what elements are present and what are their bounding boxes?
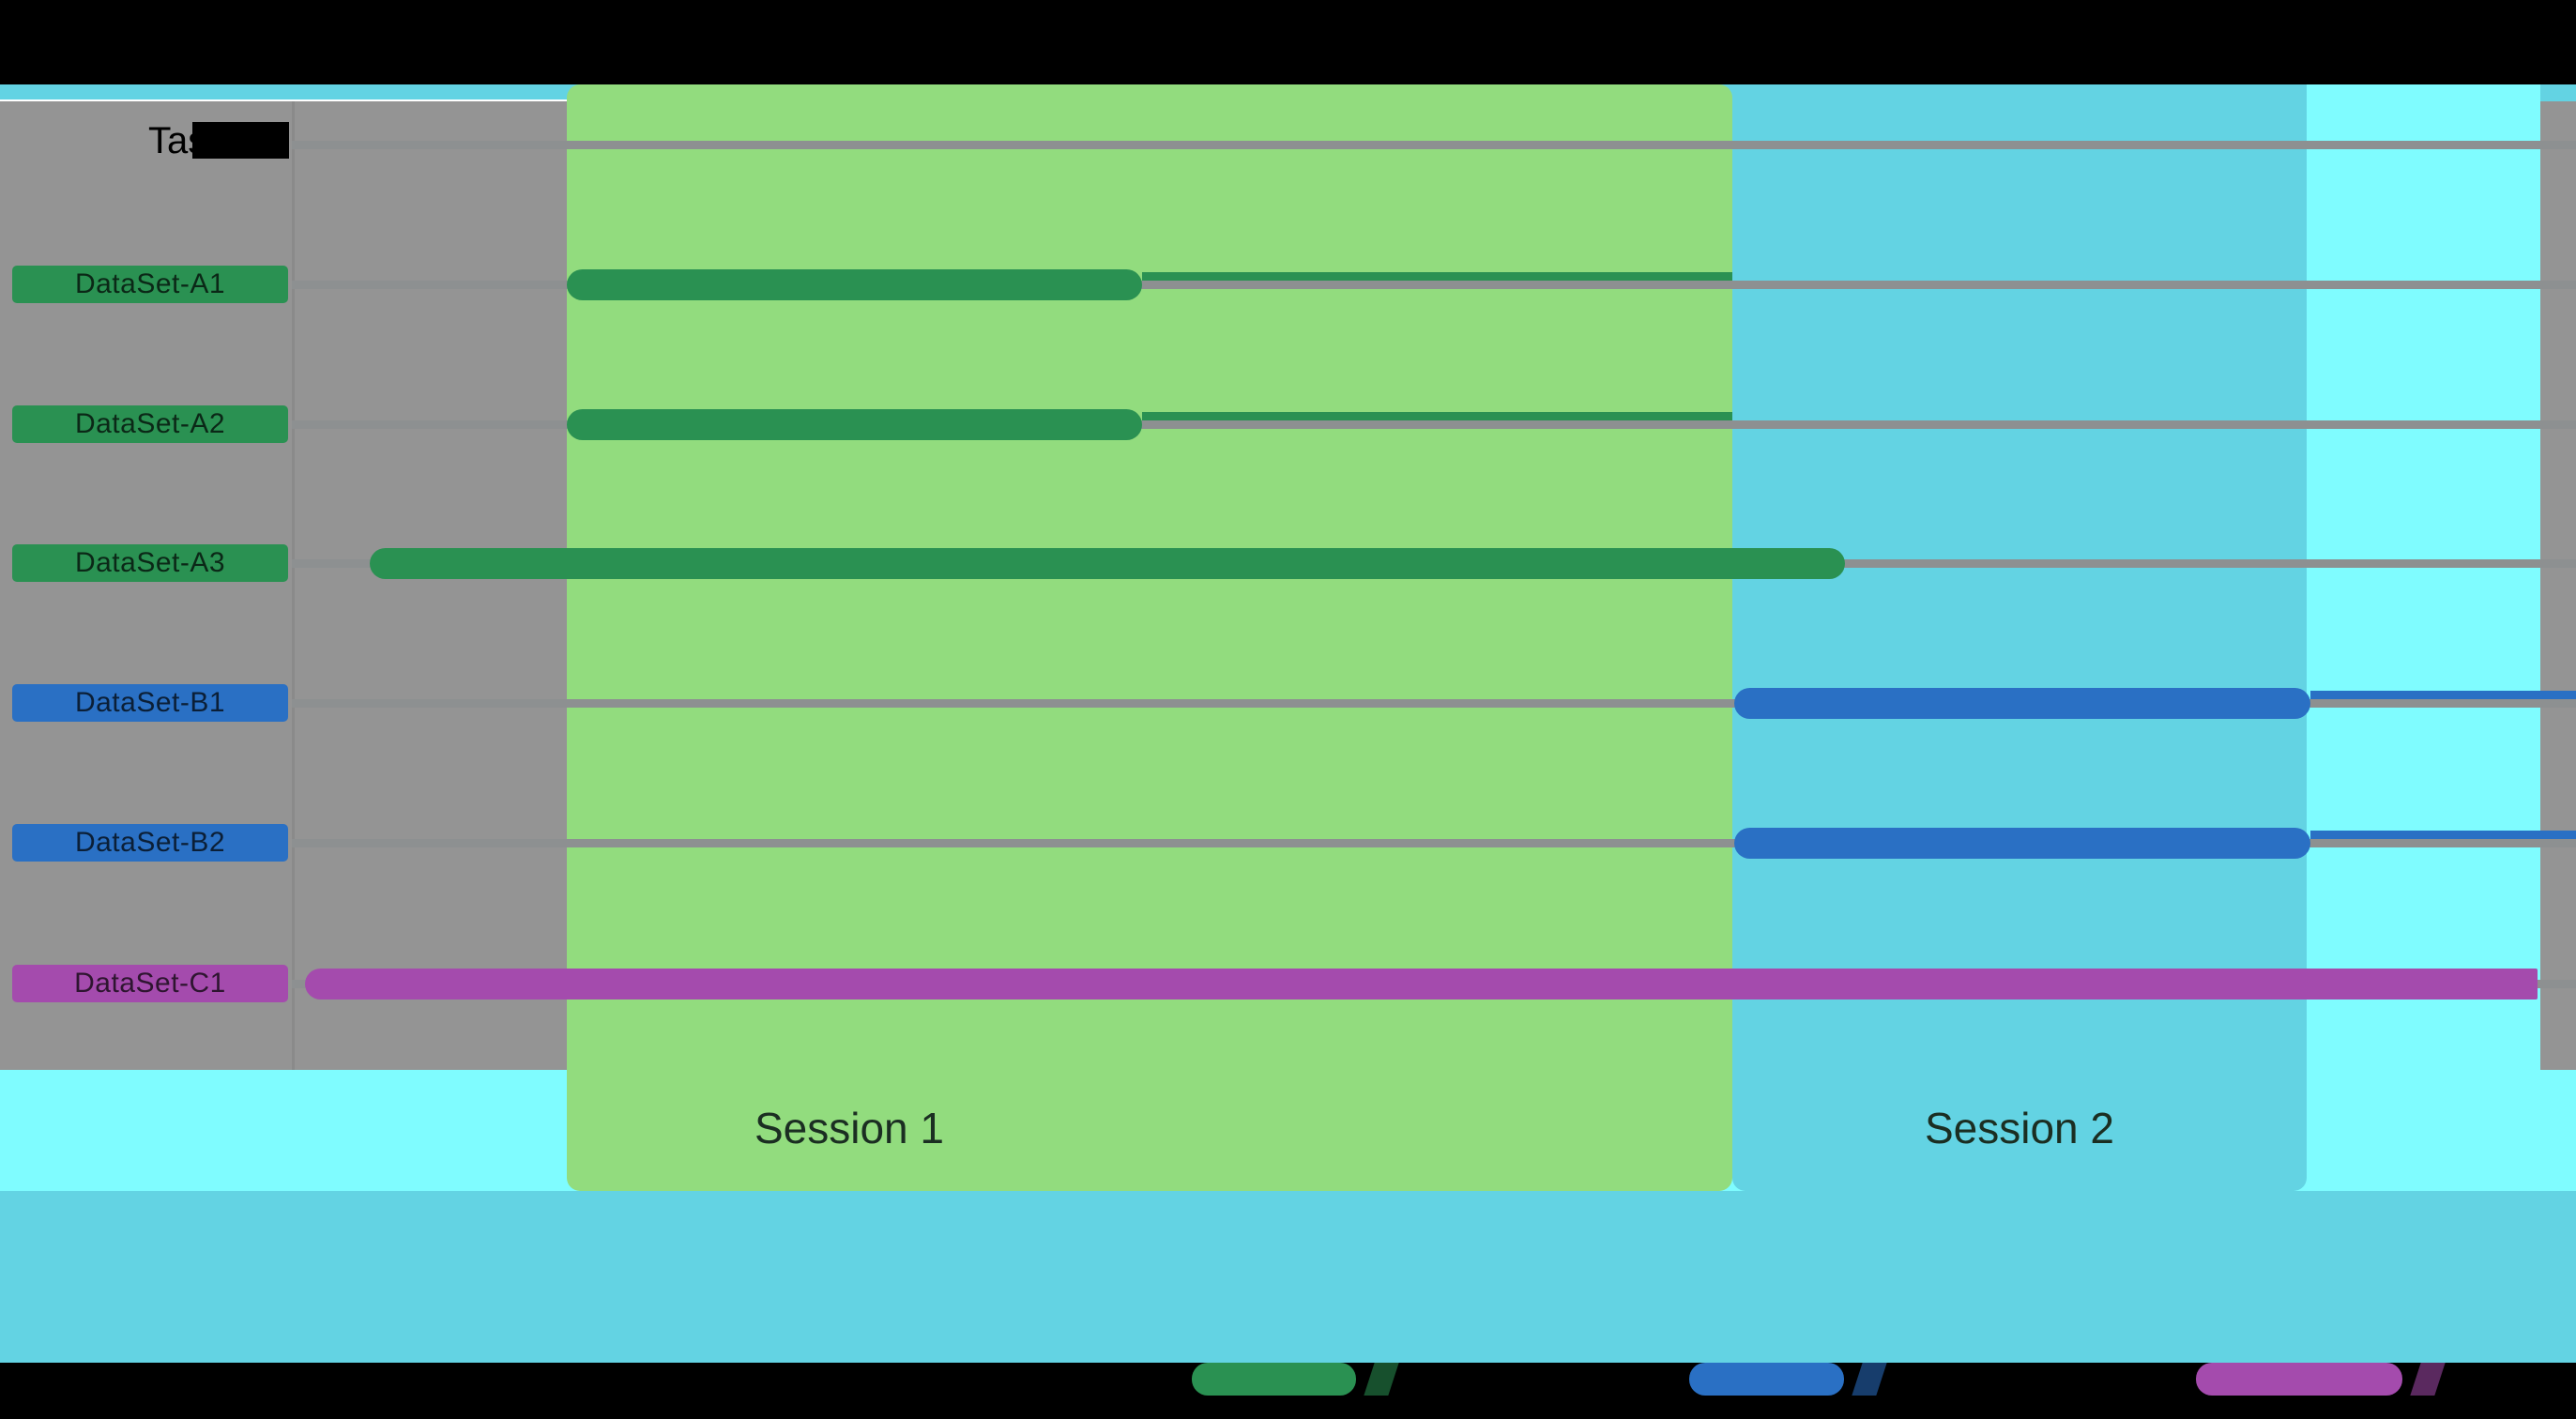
gridline-row-2 (292, 420, 2576, 429)
legend-swatch-blue-series[interactable] (1689, 1363, 1844, 1396)
legend-swatch-green-series[interactable] (1192, 1363, 1356, 1396)
gridline-row-1 (292, 281, 2576, 289)
gridline-row-4 (292, 699, 2576, 708)
axis-title-cover-box (192, 122, 289, 159)
ext-line-dataset-b2 (2310, 831, 2576, 839)
legend-swatch-purple-series[interactable] (2196, 1363, 2402, 1396)
bar-dataset-a2[interactable] (567, 409, 1142, 440)
bottom-cyan-band (0, 1191, 2576, 1363)
gridline-row-0 (292, 141, 2576, 149)
bar-dataset-a3[interactable] (370, 548, 1845, 579)
bar-dataset-a1[interactable] (567, 269, 1142, 300)
row-label-dataset-a2: DataSet-A2 (12, 405, 288, 443)
session-band-1 (567, 84, 1732, 1191)
bar-dataset-b2[interactable] (1734, 828, 2310, 859)
ext-line-dataset-b1 (2310, 691, 2576, 699)
bright-cyan-column (2307, 84, 2540, 1191)
legend-slash-green-series (1364, 1363, 1399, 1396)
ext-line-dataset-a2 (1142, 412, 1732, 420)
row-label-dataset-a1: DataSet-A1 (12, 266, 288, 303)
session-band-2 (1732, 84, 2307, 1191)
row-label-dataset-c1: DataSet-C1 (12, 965, 288, 1002)
y-axis-line (292, 101, 295, 1070)
row-label-dataset-a3: DataSet-A3 (12, 544, 288, 582)
ext-line-dataset-a1 (1142, 272, 1732, 281)
session-2-label: Session 2 (1924, 1104, 2115, 1152)
legend-slash-purple-series (2410, 1363, 2446, 1396)
gridline-row-5 (292, 839, 2576, 847)
session-1-label: Session 1 (754, 1104, 945, 1152)
bar-dataset-c1[interactable] (305, 969, 2538, 999)
row-label-dataset-b2: DataSet-B2 (12, 824, 288, 862)
row-label-dataset-b1: DataSet-B1 (12, 684, 288, 722)
bar-dataset-b1[interactable] (1734, 688, 2310, 719)
legend-slash-blue-series (1852, 1363, 1887, 1396)
